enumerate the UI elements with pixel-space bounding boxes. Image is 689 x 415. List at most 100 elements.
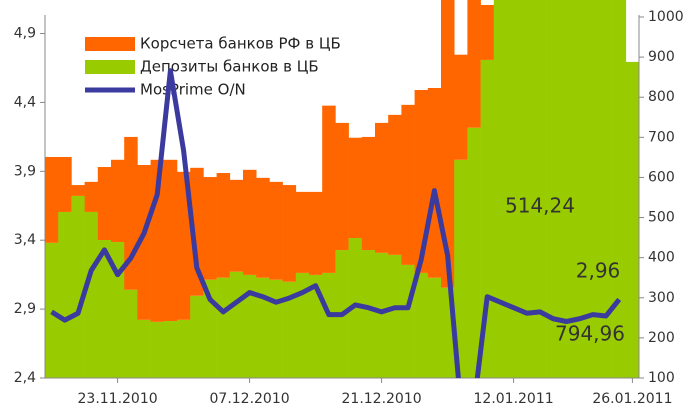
bar	[71, 195, 85, 378]
line-series	[50, 68, 622, 378]
bar	[414, 272, 429, 378]
bar	[45, 156, 59, 243]
bar	[335, 122, 349, 251]
bar	[177, 171, 191, 320]
x-tick-label: 12.01.2011	[474, 391, 554, 407]
x-tick-label: 26.01.2011	[592, 391, 672, 407]
bar	[414, 90, 429, 273]
bar	[520, 0, 534, 379]
bar	[58, 156, 72, 212]
bar	[493, 0, 508, 379]
bar	[216, 277, 231, 378]
bar	[97, 167, 112, 241]
lines	[50, 68, 622, 378]
y-tick-label: 4,9	[14, 26, 36, 42]
bar	[243, 274, 257, 378]
bar	[229, 179, 244, 272]
bar	[507, 0, 521, 379]
bar	[137, 319, 151, 378]
bar	[256, 277, 270, 378]
bar	[58, 211, 72, 378]
bar	[375, 122, 389, 253]
bar	[84, 211, 99, 378]
bar	[348, 238, 363, 378]
bar	[243, 169, 257, 275]
axes: 2,4 2,9 3,4 3,9 4,4 4,9 100 200 300 400 500 600 700 8…	[14, 9, 684, 407]
bar	[427, 277, 442, 378]
bar	[322, 272, 336, 378]
bar	[427, 87, 442, 278]
bar	[467, 127, 481, 378]
bar	[309, 191, 323, 275]
bar	[150, 321, 165, 378]
bar	[269, 181, 283, 280]
bar	[361, 136, 376, 251]
bar	[163, 321, 178, 378]
bar	[612, 0, 627, 379]
legend-label: Корсчета банков РФ в ЦБ	[140, 35, 341, 53]
x-tick-label: 21.12.2010	[342, 391, 422, 407]
bar	[322, 105, 336, 273]
bar	[295, 272, 310, 378]
y2-tick-label: 1000	[648, 9, 684, 25]
bar	[454, 54, 468, 160]
bar	[163, 159, 178, 322]
bar	[282, 185, 297, 282]
bar	[111, 242, 125, 378]
bar	[45, 242, 59, 378]
bars	[45, 0, 640, 379]
bar	[269, 279, 283, 378]
y2-tick-label: 500	[648, 210, 675, 226]
annotations: 514,24 2,96 794,96	[505, 194, 625, 346]
bar	[97, 240, 112, 378]
y-tick-label: 2,4	[14, 370, 36, 386]
bar	[348, 137, 363, 239]
bar	[441, 0, 455, 288]
bar	[84, 181, 99, 212]
y-tick-label: 3,4	[14, 232, 36, 248]
bar	[533, 0, 547, 379]
bar	[177, 319, 191, 378]
bar	[190, 167, 204, 296]
bar	[546, 0, 561, 379]
bar	[190, 295, 204, 378]
y-tick-label: 2,9	[14, 301, 36, 317]
y-tick-label: 4,4	[14, 94, 36, 110]
y2-tick-label: 100	[648, 370, 675, 386]
bar	[388, 254, 402, 378]
y2-tick-label: 200	[648, 330, 675, 346]
annotation: 794,96	[555, 322, 625, 346]
bar	[559, 0, 574, 379]
y2-tick-label: 300	[648, 290, 675, 306]
bar	[388, 114, 402, 255]
y2-tick-label: 400	[648, 250, 675, 266]
bar	[282, 281, 297, 378]
bar	[256, 177, 270, 278]
bar	[124, 289, 138, 378]
bar	[467, 0, 481, 128]
bar	[586, 0, 600, 378]
y2-tick-label: 600	[648, 169, 675, 185]
legend: Корсчета банков РФ в ЦБ Депозиты банков в…	[85, 35, 341, 99]
bar	[573, 0, 587, 379]
bar	[137, 165, 151, 320]
y2-tick-label: 700	[648, 129, 675, 145]
bar	[229, 271, 244, 378]
bar	[375, 252, 389, 378]
bar	[401, 104, 415, 265]
bar	[111, 159, 125, 243]
bar	[599, 0, 613, 378]
bar	[295, 191, 310, 273]
legend-swatch	[85, 60, 135, 74]
bar	[361, 250, 376, 378]
x-tick-label: 07.12.2010	[210, 391, 290, 407]
annotation: 514,24	[505, 194, 575, 218]
bar	[203, 177, 217, 280]
bar	[454, 159, 468, 378]
legend-swatch	[85, 37, 135, 51]
legend-label: MosPrime O/N	[140, 81, 246, 99]
bar	[625, 61, 640, 379]
legend-label: Депозиты банков в ЦБ	[140, 58, 319, 76]
bar	[480, 4, 495, 60]
